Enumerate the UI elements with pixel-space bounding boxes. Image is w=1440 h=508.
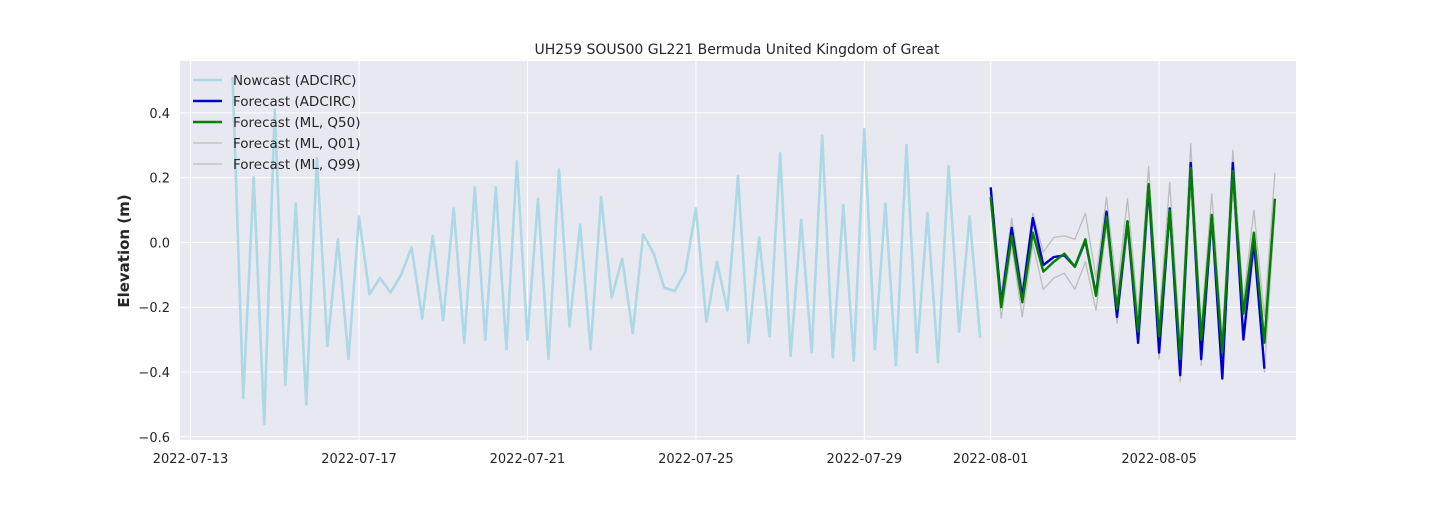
y-ticks: 0.4 0.2 0.0 −0.2 −0.4 −0.6 xyxy=(138,107,170,446)
y-tick-label: 0.2 xyxy=(149,172,170,187)
legend-label-forecast-ml-q99: Forecast (ML, Q99) xyxy=(233,157,361,173)
x-tick-label: 2022-07-25 xyxy=(658,452,734,467)
x-tick-label: 2022-07-13 xyxy=(153,452,229,467)
x-tick-label: 2022-07-17 xyxy=(321,452,397,467)
x-tick-label: 2022-08-05 xyxy=(1121,452,1197,467)
x-tick-label: 2022-07-21 xyxy=(490,452,566,467)
series-line-nowcast-adcirc xyxy=(231,77,982,426)
x-tick-label: 2022-07-29 xyxy=(827,452,903,467)
legend-label-forecast-ml-q01: Forecast (ML, Q01) xyxy=(233,136,361,152)
chart-title: UH259 SOUS00 GL221 Bermuda United Kingdo… xyxy=(535,42,940,58)
legend-label-nowcast-adcirc: Nowcast (ADCIRC) xyxy=(233,73,356,89)
y-tick-label: −0.6 xyxy=(138,431,170,446)
y-tick-label: −0.4 xyxy=(138,366,170,381)
legend-label-forecast-ml-q50: Forecast (ML, Q50) xyxy=(233,115,361,131)
legend-label-forecast-adcirc: Forecast (ADCIRC) xyxy=(233,94,356,110)
series-line-forecast-ml-q50 xyxy=(989,166,1277,361)
legend: Nowcast (ADCIRC) Forecast (ADCIRC) Forecas… xyxy=(193,73,361,173)
y-tick-label: 0.0 xyxy=(149,236,170,251)
y-tick-label: −0.2 xyxy=(138,301,170,316)
y-tick-label: 0.4 xyxy=(149,107,170,122)
y-axis-label: Elevation (m) xyxy=(115,194,133,307)
x-tick-label: 2022-08-01 xyxy=(953,452,1029,467)
series-lines xyxy=(231,77,1277,426)
x-ticks: 2022-07-13 2022-07-17 2022-07-21 2022-07-25… xyxy=(153,452,1197,467)
